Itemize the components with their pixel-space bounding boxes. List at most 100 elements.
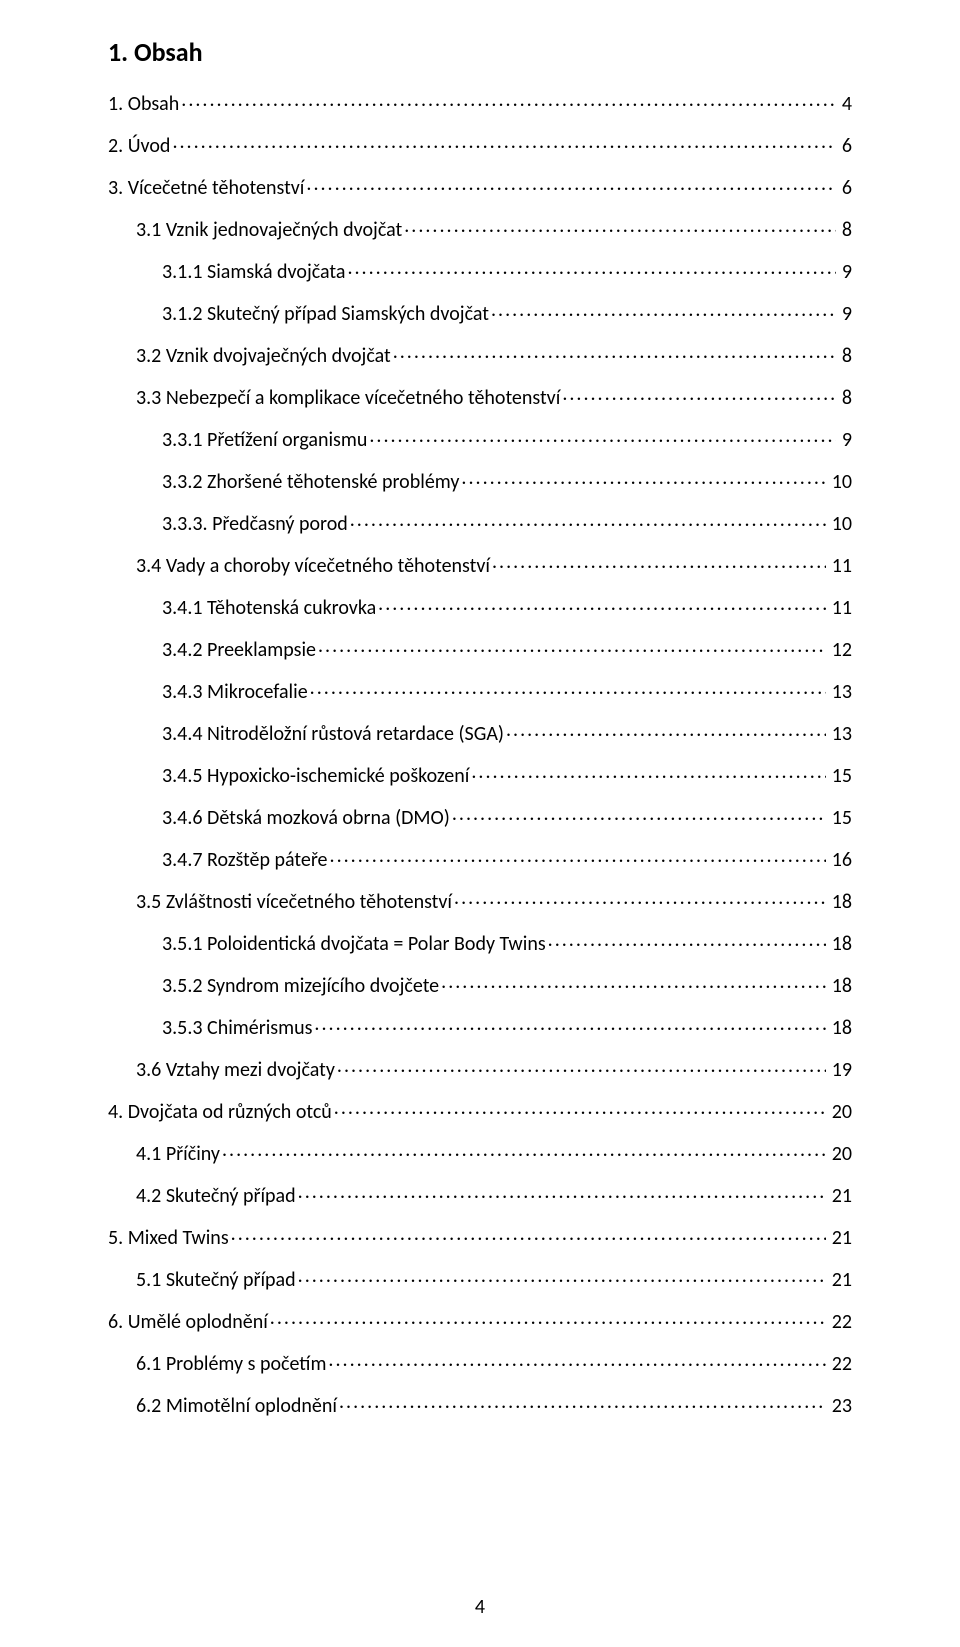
toc-leader-dots bbox=[347, 258, 835, 278]
toc-leader-dots bbox=[378, 594, 826, 614]
toc-leader-dots bbox=[461, 468, 825, 488]
toc-entry-label: 3.5.3 Chimérismus bbox=[162, 1018, 312, 1038]
toc-entry: 3.4.5 Hypoxicko-ischemické poškození15 bbox=[162, 762, 852, 786]
toc-entry-page: 4 bbox=[838, 94, 852, 114]
toc-entry-label: 3.3.1 Přetížení organismu bbox=[162, 430, 367, 450]
toc-entry-page: 15 bbox=[828, 808, 852, 828]
toc-entry-page: 16 bbox=[828, 850, 852, 870]
toc-entry-label: 3.3.2 Zhoršené těhotenské problémy bbox=[162, 472, 459, 492]
table-of-contents: 1. Obsah42. Úvod63. Vícečetné těhotenstv… bbox=[108, 90, 852, 1416]
toc-leader-dots bbox=[369, 426, 836, 446]
toc-entry-page: 10 bbox=[828, 514, 852, 534]
toc-entry-label: 3.4.6 Dětská mozková obrna (DMO) bbox=[162, 808, 450, 828]
toc-leader-dots bbox=[334, 1098, 826, 1118]
toc-entry-page: 21 bbox=[828, 1270, 852, 1290]
toc-entry-label: 3.3 Nebezpečí a komplikace vícečetného t… bbox=[136, 388, 560, 408]
toc-leader-dots bbox=[318, 636, 826, 656]
toc-entry: 3.5.2 Syndrom mizejícího dvojčete 18 bbox=[162, 972, 852, 996]
toc-entry-label: 3.4.3 Mikrocefalie bbox=[162, 682, 308, 702]
toc-entry-label: 2. Úvod bbox=[108, 136, 170, 156]
toc-entry-page: 11 bbox=[828, 598, 852, 618]
toc-leader-dots bbox=[330, 846, 826, 866]
toc-entry: 3.4.7 Rozštěp páteře 16 bbox=[162, 846, 852, 870]
toc-entry-label: 4.1 Příčiny bbox=[136, 1144, 220, 1164]
toc-leader-dots bbox=[222, 1140, 826, 1160]
toc-entry: 3.4 Vady a choroby vícečetného těhotenst… bbox=[136, 552, 852, 576]
toc-entry-page: 8 bbox=[838, 220, 852, 240]
toc-entry-label: 3.1.2 Skutečný případ Siamských dvojčat bbox=[162, 304, 489, 324]
toc-entry: 6.1 Problémy s početím22 bbox=[136, 1350, 852, 1374]
toc-leader-dots bbox=[328, 1350, 825, 1370]
toc-leader-dots bbox=[172, 132, 835, 152]
toc-entry: 3.4.4 Nitroděložní růstová retardace (SG… bbox=[162, 720, 852, 744]
toc-entry: 3.6 Vztahy mezi dvojčaty19 bbox=[136, 1056, 852, 1080]
toc-entry-label: 3.1.1 Siamská dvojčata bbox=[162, 262, 345, 282]
toc-entry-page: 8 bbox=[838, 388, 852, 408]
toc-entry-page: 20 bbox=[828, 1144, 852, 1164]
toc-entry-label: 3.5.1 Poloidentická dvojčata = Polar Bod… bbox=[162, 934, 546, 954]
toc-entry: 5.1 Skutečný případ 21 bbox=[136, 1266, 852, 1290]
toc-entry-page: 6 bbox=[838, 136, 852, 156]
toc-leader-dots bbox=[492, 552, 826, 572]
toc-entry: 3. Vícečetné těhotenství 6 bbox=[108, 174, 852, 198]
toc-leader-dots bbox=[298, 1266, 826, 1286]
toc-entry-label: 3.3.3. Předčasný porod bbox=[162, 514, 348, 534]
toc-entry-label: 5.1 Skutečný případ bbox=[136, 1270, 296, 1290]
toc-entry-label: 3.2 Vznik dvojvaječných dvojčat bbox=[136, 346, 391, 366]
toc-entry: 6. Umělé oplodnění 22 bbox=[108, 1308, 852, 1332]
toc-entry: 1. Obsah 4 bbox=[108, 90, 852, 114]
toc-entry-page: 9 bbox=[838, 430, 852, 450]
toc-leader-dots bbox=[270, 1308, 826, 1328]
toc-entry-label: 6. Umělé oplodnění bbox=[108, 1312, 268, 1332]
toc-entry-page: 21 bbox=[828, 1228, 852, 1248]
toc-leader-dots bbox=[452, 804, 826, 824]
toc-entry-page: 20 bbox=[828, 1102, 852, 1122]
toc-entry-page: 22 bbox=[828, 1312, 852, 1332]
toc-entry-label: 4. Dvojčata od různých otců bbox=[108, 1102, 332, 1122]
toc-entry-page: 13 bbox=[828, 682, 852, 702]
toc-entry-label: 3.4 Vady a choroby vícečetného těhotenst… bbox=[136, 556, 490, 576]
toc-entry: 6.2 Mimotělní oplodnění23 bbox=[136, 1392, 852, 1416]
toc-entry: 3.3.1 Přetížení organismu 9 bbox=[162, 426, 852, 450]
toc-entry: 3.2 Vznik dvojvaječných dvojčat 8 bbox=[136, 342, 852, 366]
toc-entry-page: 6 bbox=[838, 178, 852, 198]
toc-entry: 3.5.1 Poloidentická dvojčata = Polar Bod… bbox=[162, 930, 852, 954]
toc-entry: 3.1 Vznik jednovaječných dvojčat8 bbox=[136, 216, 852, 240]
toc-leader-dots bbox=[310, 678, 826, 698]
toc-entry-label: 3.5.2 Syndrom mizejícího dvojčete bbox=[162, 976, 439, 996]
toc-entry-page: 13 bbox=[828, 724, 852, 744]
toc-entry-label: 3.4.2 Preeklampsie bbox=[162, 640, 316, 660]
toc-entry-label: 3.5 Zvláštnosti vícečetného těhotenství bbox=[136, 892, 452, 912]
toc-entry-label: 1. Obsah bbox=[108, 94, 179, 114]
toc-entry: 3.1.1 Siamská dvojčata 9 bbox=[162, 258, 852, 282]
toc-leader-dots bbox=[441, 972, 826, 992]
toc-leader-dots bbox=[404, 216, 836, 236]
toc-leader-dots bbox=[298, 1182, 826, 1202]
toc-entry: 4.1 Příčiny 20 bbox=[136, 1140, 852, 1164]
toc-entry-page: 18 bbox=[828, 934, 852, 954]
toc-leader-dots bbox=[314, 1014, 825, 1034]
toc-entry: 3.3.3. Předčasný porod 10 bbox=[162, 510, 852, 534]
toc-entry-label: 6.2 Mimotělní oplodnění bbox=[136, 1396, 337, 1416]
toc-entry-label: 4.2 Skutečný případ bbox=[136, 1186, 296, 1206]
toc-entry-label: 5. Mixed Twins bbox=[108, 1228, 229, 1248]
toc-leader-dots bbox=[393, 342, 836, 362]
toc-leader-dots bbox=[471, 762, 825, 782]
toc-entry: 3.3.2 Zhoršené těhotenské problémy10 bbox=[162, 468, 852, 492]
toc-entry-page: 18 bbox=[828, 976, 852, 996]
toc-entry-page: 9 bbox=[838, 262, 852, 282]
toc-entry: 3.4.6 Dětská mozková obrna (DMO) 15 bbox=[162, 804, 852, 828]
toc-entry-label: 3. Vícečetné těhotenství bbox=[108, 178, 304, 198]
toc-entry: 4. Dvojčata od různých otců 20 bbox=[108, 1098, 852, 1122]
toc-leader-dots bbox=[231, 1224, 826, 1244]
toc-leader-dots bbox=[306, 174, 835, 194]
toc-entry-label: 6.1 Problémy s početím bbox=[136, 1354, 326, 1374]
toc-entry-label: 3.4.7 Rozštěp páteře bbox=[162, 850, 328, 870]
toc-entry-label: 3.6 Vztahy mezi dvojčaty bbox=[136, 1060, 335, 1080]
toc-entry-label: 3.4.1 Těhotenská cukrovka bbox=[162, 598, 376, 618]
toc-entry-page: 15 bbox=[828, 766, 852, 786]
toc-leader-dots bbox=[491, 300, 836, 320]
toc-leader-dots bbox=[506, 720, 826, 740]
toc-entry-page: 8 bbox=[838, 346, 852, 366]
toc-entry: 3.4.2 Preeklampsie12 bbox=[162, 636, 852, 660]
